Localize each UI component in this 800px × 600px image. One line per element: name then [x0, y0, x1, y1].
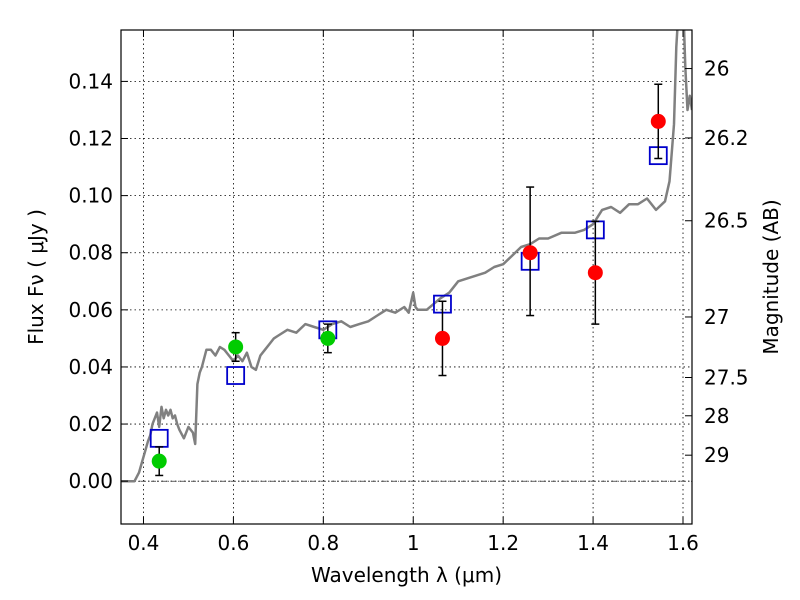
observed-flux-point: [228, 339, 244, 355]
magnitude-tick-label: 27.5: [704, 366, 749, 390]
y-tick-label: 0.00: [68, 469, 113, 493]
magnitude-axis: 26 26.2 26.5 27 27.5 28 29: [685, 57, 749, 467]
y-axis-title: Flux Fν ( μJy ): [24, 209, 48, 345]
observed-flux-point: [587, 265, 603, 281]
magnitude-tick-label: 29: [704, 443, 729, 467]
observed-flux-point: [434, 330, 450, 346]
model-photometry-square: [226, 366, 246, 385]
model-spectrum-line: [121, 30, 692, 483]
magnitude-tick-label: 26.2: [704, 126, 749, 150]
observed-flux-point: [522, 245, 538, 261]
y-tick-label: 0.14: [68, 69, 113, 93]
magnitude-axis-title: Magnitude (AB): [759, 199, 783, 354]
y-tick-label: 0.04: [68, 355, 113, 379]
magnitude-tick-label: 26.5: [704, 209, 749, 233]
magnitude-tick-label: 28: [704, 404, 729, 428]
plot-frame: [120, 29, 693, 525]
grid-lines: [121, 30, 692, 524]
x-axis: 0.4 0.6 0.8 1 1.2 1.4 1.6: [128, 30, 699, 555]
x-tick-label: 1: [407, 531, 420, 555]
x-axis-title: Wavelength λ (μm): [311, 563, 502, 587]
y-tick-label: 0.10: [68, 184, 113, 208]
x-tick-label: 0.8: [307, 531, 339, 555]
x-tick-label: 0.6: [217, 531, 249, 555]
y-tick-label: 0.12: [68, 127, 113, 151]
x-tick-label: 1.2: [487, 531, 519, 555]
y-tick-label: 0.08: [68, 241, 113, 265]
x-tick-label: 0.4: [128, 531, 160, 555]
y-axis: 0.00 0.02 0.04 0.06 0.08 0.10 0.12 0.14: [68, 69, 128, 493]
y-tick-label: 0.02: [68, 412, 113, 436]
observed-flux-point: [320, 330, 336, 346]
magnitude-tick-label: 26: [704, 57, 729, 81]
y-tick-label: 0.06: [68, 298, 113, 322]
plot-area: [121, 30, 692, 483]
model-photometry-square: [149, 428, 169, 448]
x-tick-label: 1.6: [667, 531, 699, 555]
observed-flux-point: [650, 113, 666, 129]
observed-flux-point: [151, 453, 167, 469]
x-tick-label: 1.4: [577, 531, 609, 555]
magnitude-tick-label: 27: [704, 305, 729, 329]
